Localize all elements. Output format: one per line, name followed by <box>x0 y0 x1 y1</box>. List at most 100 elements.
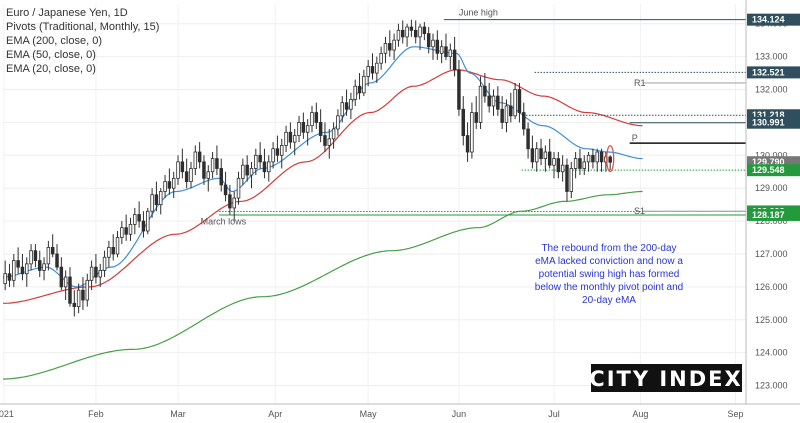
candle-body-up <box>102 256 107 271</box>
candle-body-up <box>305 125 310 133</box>
candle <box>595 148 599 172</box>
candle-body-up <box>120 227 124 238</box>
price-badge-label: 134.124 <box>752 15 785 25</box>
candle-body-up <box>163 181 167 192</box>
candle-body-down <box>258 154 262 163</box>
candle-body-up <box>98 270 102 278</box>
candle-body-up <box>115 237 120 255</box>
candle <box>474 96 478 129</box>
candle <box>150 188 154 218</box>
candle-body-up <box>405 26 409 38</box>
candle <box>396 23 401 47</box>
candle-body-up <box>128 223 133 235</box>
y-tick-label: 130.000 <box>755 150 788 160</box>
price-badge: 128.187 <box>747 208 800 221</box>
candle-body-down <box>154 194 159 206</box>
candle <box>16 247 20 274</box>
candle-body-up <box>534 148 539 163</box>
levels-layer: R1 P S1 <box>219 19 746 216</box>
candle <box>426 27 431 54</box>
candle-body-down <box>452 49 457 71</box>
candle-body-down <box>37 260 42 271</box>
candle-body-up <box>241 164 245 179</box>
candle <box>301 112 306 139</box>
grid <box>3 4 746 404</box>
candle-body-down <box>435 39 440 54</box>
candle <box>530 135 535 169</box>
candle <box>439 40 444 64</box>
candle-body-up <box>267 161 271 173</box>
candle <box>219 158 223 192</box>
commentary-line-1: The rebound from the 200-day <box>541 243 676 254</box>
candle-body-up <box>249 168 254 176</box>
candle-body-down <box>344 102 349 110</box>
candle-body-up <box>232 197 236 209</box>
candle <box>560 155 565 182</box>
june-high-label: June high <box>459 8 498 18</box>
candle <box>357 73 362 100</box>
highlight <box>606 144 615 173</box>
candle-body-up <box>89 266 94 281</box>
candle <box>210 152 215 179</box>
legend-pivots: Pivots (Traditional, Monthly, 15) <box>6 21 159 33</box>
candle <box>29 244 33 271</box>
candle <box>569 161 574 199</box>
price-badge-bg <box>747 116 800 129</box>
candle <box>271 142 275 169</box>
candle-body-down <box>323 135 327 146</box>
y-tick-label: 124.000 <box>755 348 788 358</box>
candle-body-down <box>608 156 612 163</box>
y-tick-label: 123.000 <box>755 381 788 391</box>
candle <box>582 155 586 176</box>
candle <box>120 221 124 245</box>
candle <box>556 152 561 179</box>
price-badge: 130.991 <box>747 116 800 129</box>
candle-body-up <box>284 131 288 146</box>
commentary: The rebound from the 200-day eMA lacked … <box>535 243 684 306</box>
candle <box>288 122 293 149</box>
candle <box>33 244 38 268</box>
x-tick-label: Jul <box>548 409 560 419</box>
candle <box>81 277 85 310</box>
candle <box>12 253 16 287</box>
candle <box>586 152 591 172</box>
candle <box>478 76 483 129</box>
candle <box>154 181 159 212</box>
candle <box>258 142 262 169</box>
candle-body-down <box>141 220 146 232</box>
candle-body-down <box>20 266 25 275</box>
x-tick-label: Mar <box>170 409 186 419</box>
price-badge-label: 132.521 <box>752 67 785 77</box>
candle-body-up <box>171 177 176 189</box>
candle <box>3 260 7 291</box>
price-badge: 132.521 <box>747 66 800 79</box>
candle <box>392 33 396 60</box>
candle-body-up <box>418 26 422 38</box>
candle-body-up <box>107 247 111 258</box>
price-badge-label: 130.991 <box>752 118 785 128</box>
price-badge: 129.548 <box>747 164 800 177</box>
candle-body-up <box>12 260 16 281</box>
candle-body-up <box>573 158 578 169</box>
candle <box>483 73 487 103</box>
candle <box>193 145 198 176</box>
candle <box>435 30 440 60</box>
candle <box>189 161 193 189</box>
candle <box>448 43 453 70</box>
candle <box>297 115 301 143</box>
candle <box>375 56 379 83</box>
legend-ema20: EMA (20, close, 0) <box>6 63 96 75</box>
candle <box>509 92 513 123</box>
candle <box>591 148 595 169</box>
candle-body-down <box>422 26 427 35</box>
candle <box>102 250 107 278</box>
candle <box>107 240 111 268</box>
candle <box>241 158 245 185</box>
x-tick-label: Jun <box>452 409 467 419</box>
candle <box>137 201 141 228</box>
candle-body-up <box>63 276 68 288</box>
candle-body-down <box>275 148 280 156</box>
candle-body-down <box>526 128 530 150</box>
candle-body-up <box>336 115 340 130</box>
